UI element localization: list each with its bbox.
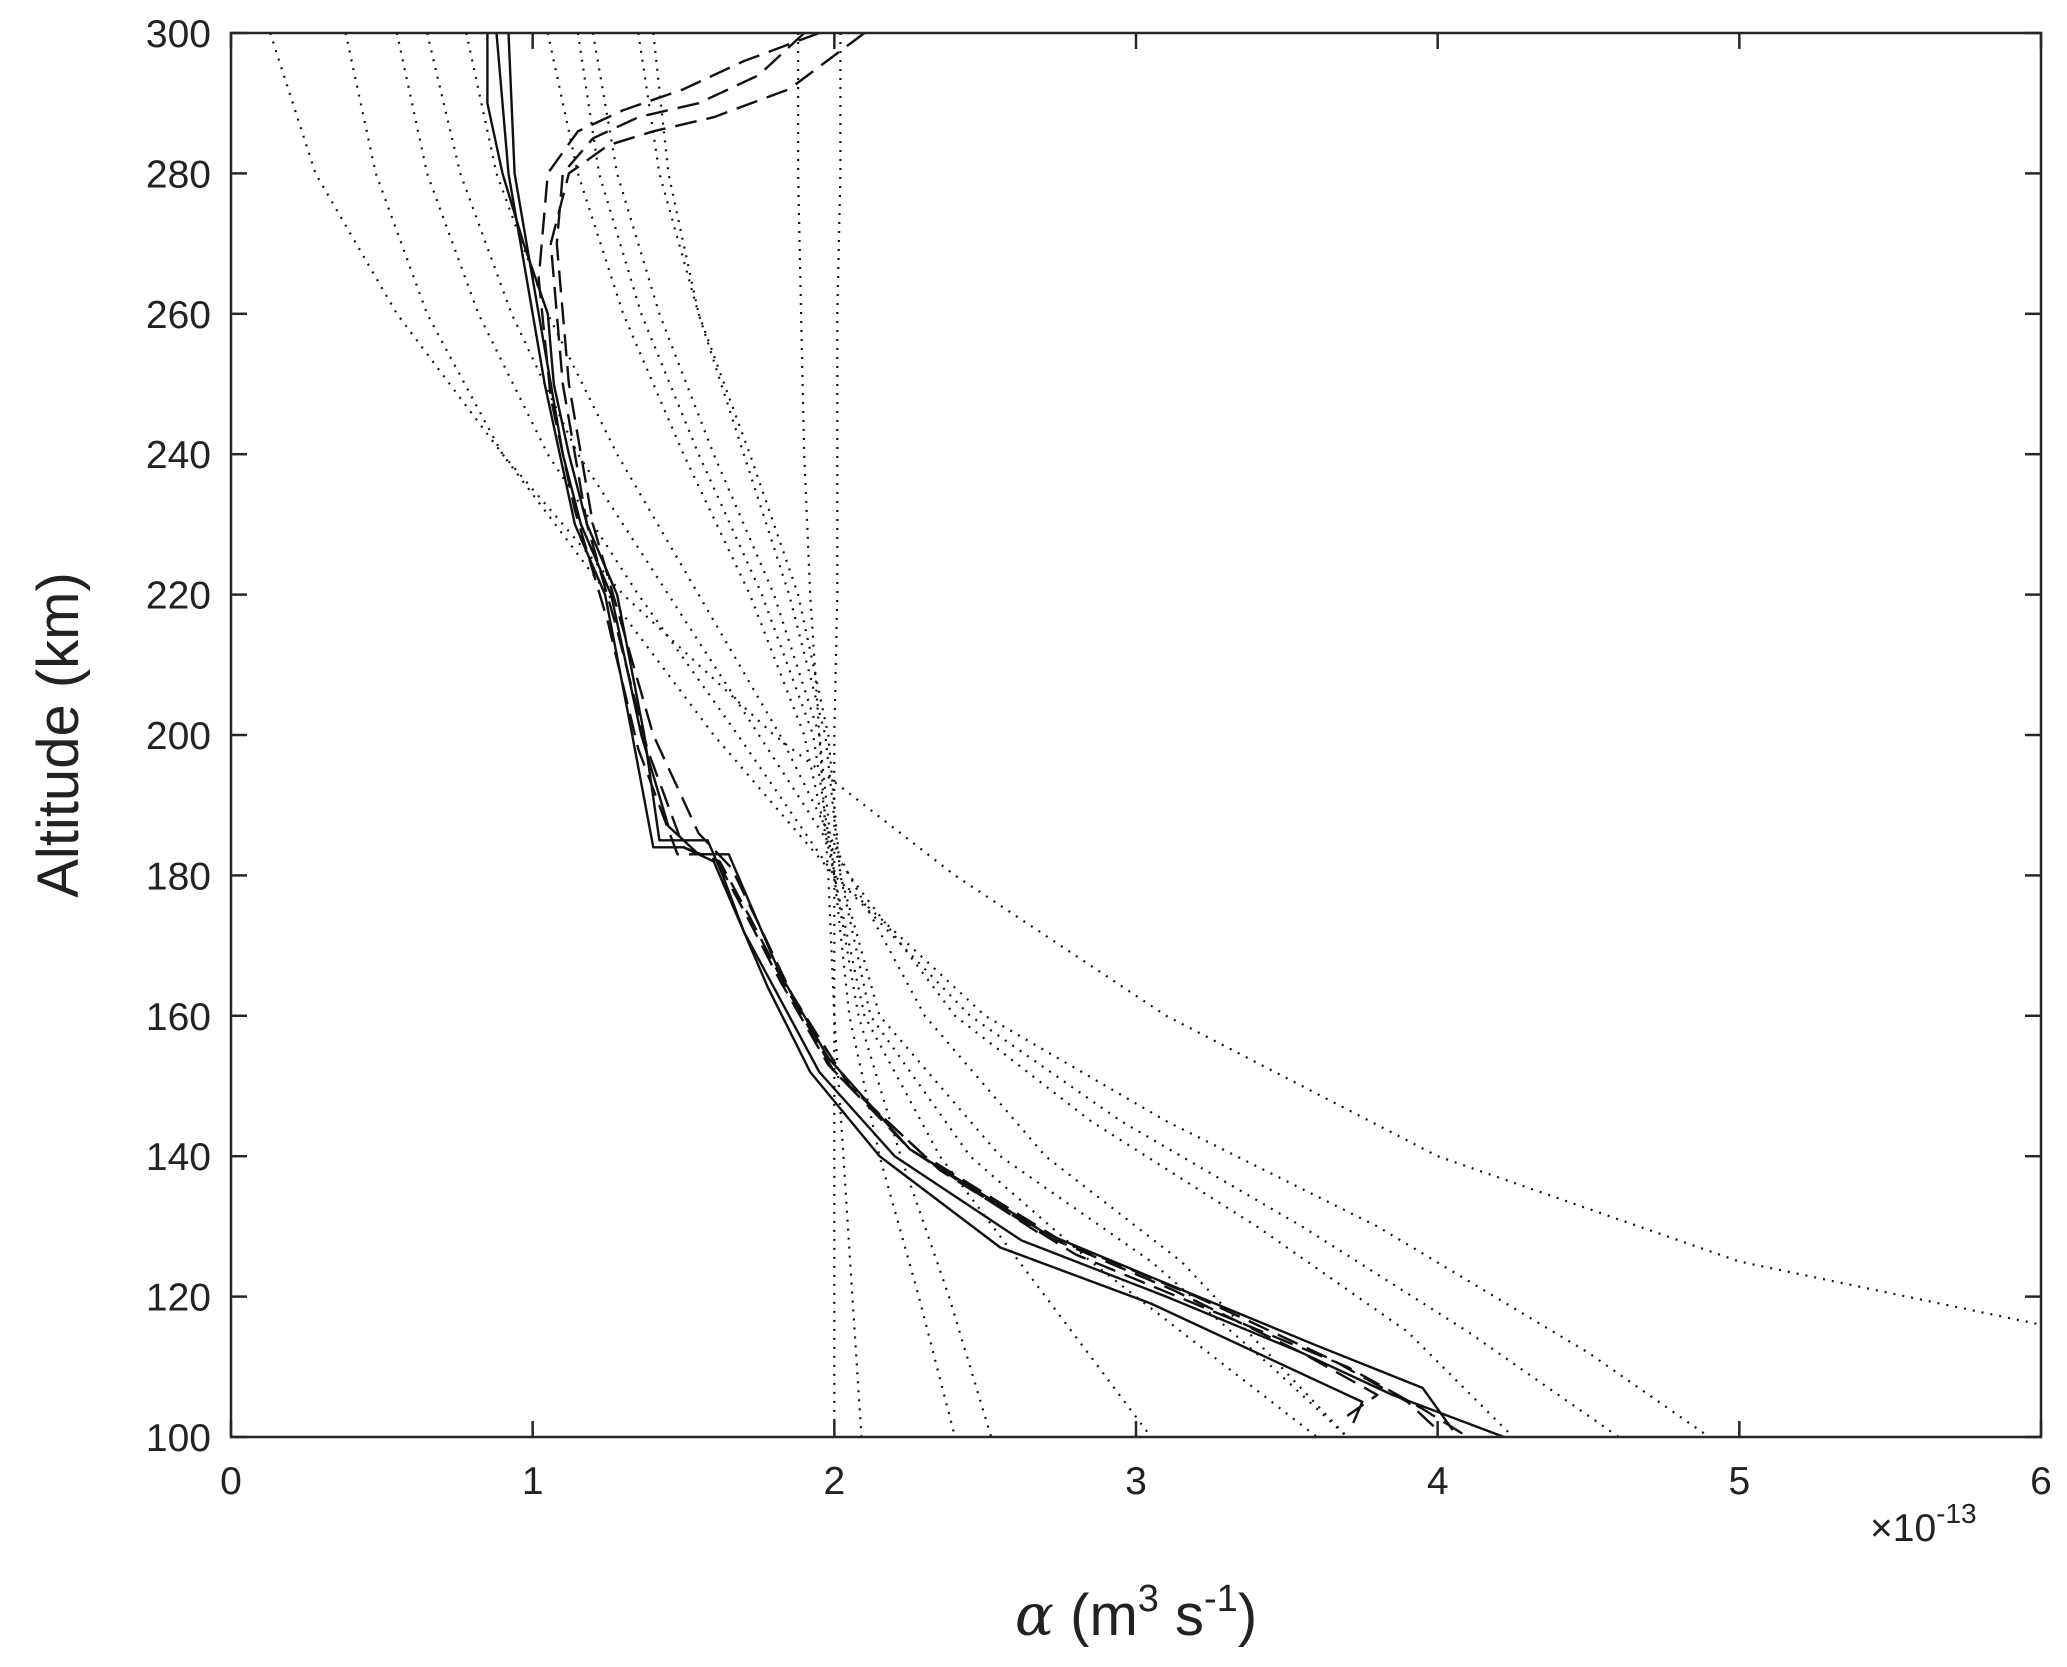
x-axis-title-symbol: α [1015,1581,1054,1649]
series-line-dashed-a [555,32,1469,1439]
y-axis-title: Altitude (km) [26,572,91,898]
x-axis-title-mid: s [1159,1583,1204,1648]
series-line-dotted-k [591,32,957,1438]
x-tick-label: 2 [823,1460,845,1503]
y-tick-label: 100 [146,1417,211,1460]
series-line-dotted-l [576,32,993,1438]
x-axis-title-sup2: -1 [1204,1578,1238,1620]
series-line-dashed-c [537,31,1379,1417]
x-axis-title: α (m3 s-1) [1015,1578,1257,1649]
y-tick-label: 240 [146,434,211,477]
x-tick-label: 6 [2030,1460,2052,1503]
x-tick-label: 4 [1427,1460,1449,1503]
x-axis-title-close: ) [1238,1583,1257,1648]
y-tick-label: 300 [146,13,211,56]
x-axis-multiplier-exponent: -13 [1936,1498,1976,1529]
x-tick-label: 3 [1125,1460,1147,1503]
series-line-dotted-i [833,33,842,1437]
series-line-dotted-c [395,32,1620,1438]
tick-layer: 0 1 2 3 4 5 6 100 120 140 160 180 200 220 240 260 280 300 [146,13,2052,1503]
x-axis-title-sup1: 3 [1138,1578,1159,1620]
y-tick-label: 260 [146,294,211,337]
series-layer [269,31,2042,1439]
y-tick-label: 160 [146,996,211,1039]
x-axis-multiplier-prefix: ×10 [1870,1507,1936,1550]
y-tick-label: 280 [146,153,211,196]
x-tick-label: 1 [522,1460,544,1503]
y-tick-label: 140 [146,1136,211,1179]
x-tick-label: 5 [1728,1460,1750,1503]
series-line-dashed-b [549,32,1439,1431]
x-tick-label: 0 [220,1460,242,1503]
y-tick-label: 180 [146,855,211,898]
y-tick-label: 220 [146,575,211,618]
y-tick-label: 120 [146,1277,211,1320]
x-axis-multiplier: ×10-13 [1870,1498,1977,1550]
y-tick-label: 200 [146,715,211,758]
x-axis-title-open: (m [1054,1583,1138,1648]
